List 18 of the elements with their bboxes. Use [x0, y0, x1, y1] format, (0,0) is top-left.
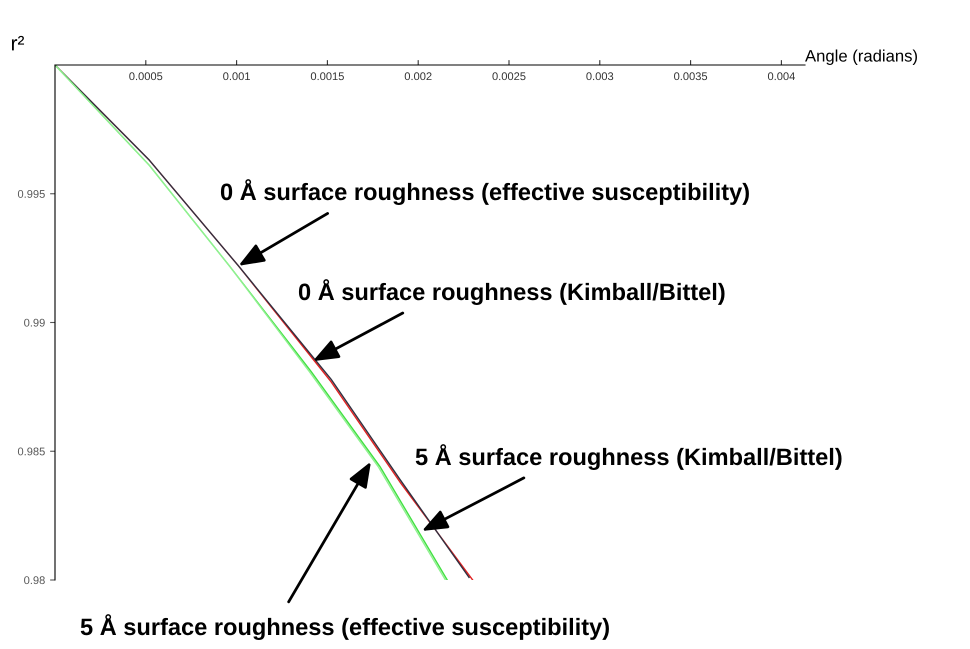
x-tick-label: 0.0035: [674, 72, 708, 80]
y-tick-label: 0.98: [24, 576, 45, 584]
annotation: 5 Å surface roughness (effective susceptibility): [80, 614, 609, 640]
x-tick-label: 0.0005: [129, 72, 162, 80]
y-tick-label: 0.995: [18, 190, 45, 198]
annotation: 5 Å surface roughness (Kimball/Bittel): [416, 444, 842, 470]
x-tick-label: 0.003: [586, 72, 614, 80]
x-axis-title: Angle (radians): [805, 49, 917, 65]
x-tick-label: 0.0015: [310, 72, 344, 80]
annotation: 0 Å surface roughness (effective susceptibility): [220, 179, 749, 206]
x-tick-label: 0.004: [768, 72, 795, 80]
y-tick-label: 0.985: [18, 448, 45, 456]
y-axis-title: r²: [12, 36, 24, 50]
x-tick-label: 0.001: [223, 72, 250, 80]
y-tick-label: 0.99: [24, 318, 45, 327]
x-tick-label: 0.0025: [492, 72, 526, 80]
x-tick-label: 0.002: [404, 72, 432, 80]
annotation: 0 Å surface roughness (Kimball/Bittel): [298, 279, 725, 306]
